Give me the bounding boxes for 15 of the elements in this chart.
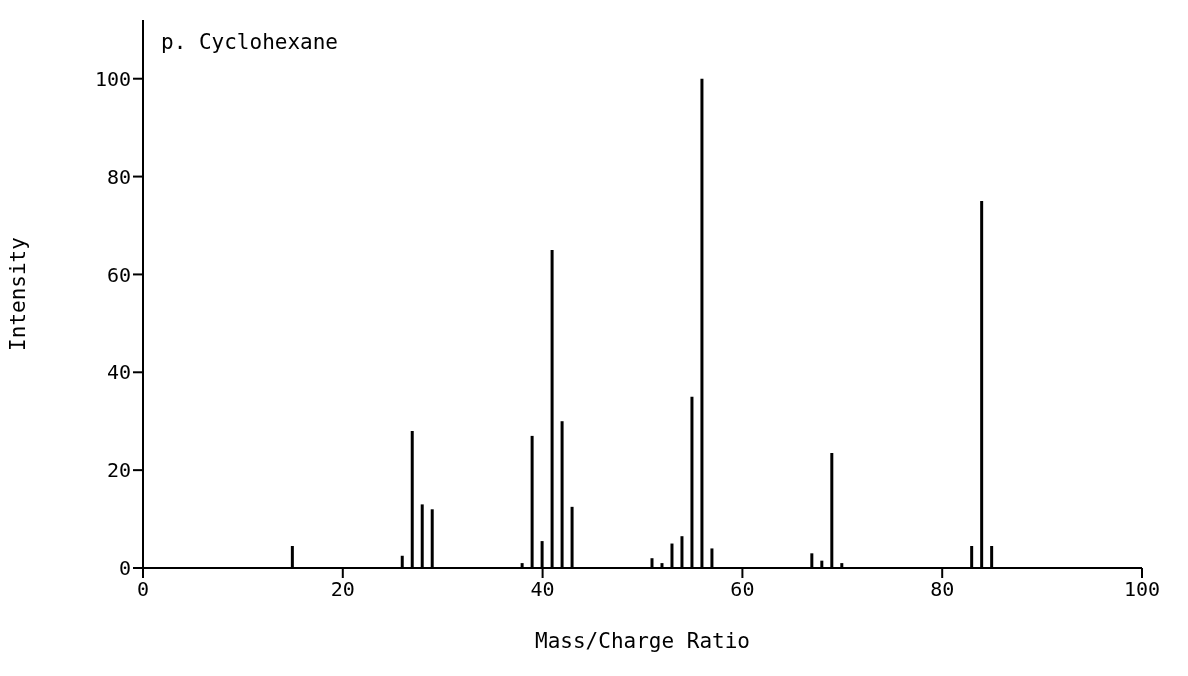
- x-tick-label: 40: [530, 577, 555, 602]
- x-tick-label: 100: [1123, 577, 1161, 602]
- y-tick-label: 80: [106, 164, 131, 189]
- y-tick-label: 60: [106, 262, 131, 287]
- x-tick-label: 80: [930, 577, 955, 602]
- y-tick-label: 20: [106, 458, 131, 483]
- y-axis-title: Intensity: [6, 237, 31, 351]
- x-tick-label: 20: [330, 577, 355, 602]
- y-tick-label: 40: [106, 360, 131, 385]
- x-axis-title: Mass/Charge Ratio: [535, 629, 750, 653]
- x-tick-label: 60: [730, 577, 755, 602]
- y-tick-label: 100: [94, 66, 131, 91]
- text: p. Cyclohexane: [161, 30, 339, 54]
- y-tick-label: 0: [118, 556, 131, 581]
- x-tick-label: 0: [136, 577, 150, 602]
